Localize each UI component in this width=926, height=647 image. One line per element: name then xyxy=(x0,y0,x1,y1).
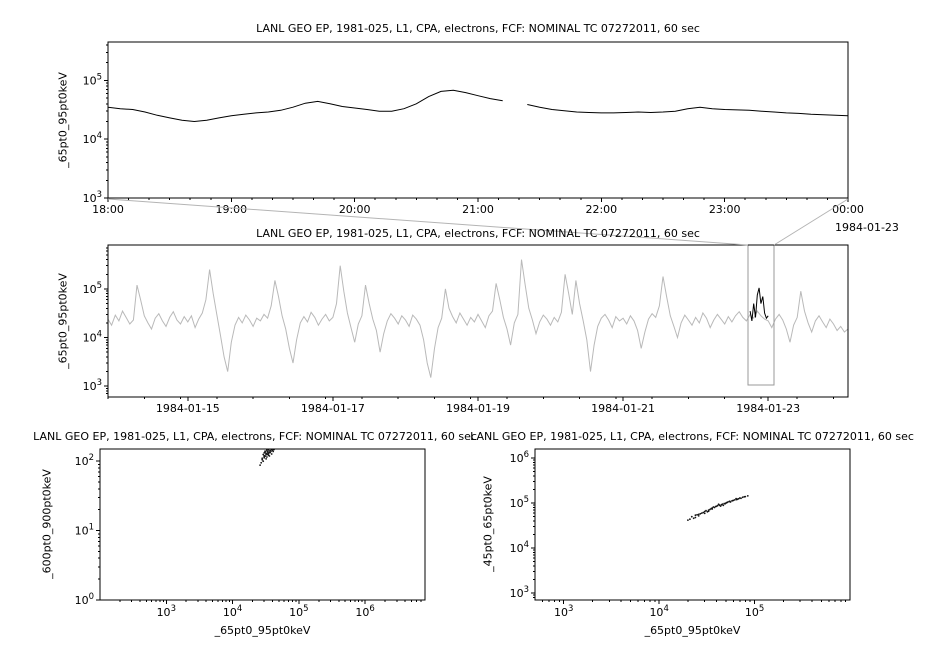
svg-text:102: 102 xyxy=(75,453,94,468)
scatter-right-panel: 103 104 105 106 103 104 105 xyxy=(510,448,851,619)
top-panel-ylabel: _65pt0_95pt0keV xyxy=(56,72,70,168)
svg-text:19:00: 19:00 xyxy=(215,203,247,216)
scatter-left-frame xyxy=(99,448,426,601)
svg-text:105: 105 xyxy=(289,604,308,619)
scatter-left-plot-area[interactable] xyxy=(100,449,425,600)
top-panel-date-label: 1984-01-23 xyxy=(835,221,899,234)
top-timeseries-plot-area[interactable] xyxy=(108,42,848,198)
top-timeseries-line-_65pt0_95pt0keV xyxy=(108,89,848,123)
svg-text:22:00: 22:00 xyxy=(585,203,617,216)
scatter-right-tick-labels: 103 104 105 106 103 104 105 xyxy=(510,450,765,619)
scatter-right-xlabel: _65pt0_95pt0keV xyxy=(644,624,741,637)
context-timeseries-frame xyxy=(107,244,849,398)
context-timeseries-tick-labels: 103 104 105 1984-01-15 1984-01-17 1984-01-19 1… xyxy=(83,281,801,415)
svg-text:104: 104 xyxy=(649,604,668,619)
svg-text:103: 103 xyxy=(554,604,573,619)
scatter-left-panel: 100 101 102 103 104 105 106 xyxy=(75,448,426,619)
context-timeseries-line-highlight-black xyxy=(749,287,769,321)
zoom-connector-lines xyxy=(107,198,849,246)
svg-text:103: 103 xyxy=(510,585,529,600)
svg-text:1984-01-19: 1984-01-19 xyxy=(446,402,510,415)
scatter-right-plot-area[interactable] xyxy=(535,449,850,600)
svg-text:103: 103 xyxy=(157,604,176,619)
scatter-left-tick-labels: 100 101 102 103 104 105 106 xyxy=(75,453,375,619)
scatter-left-title: LANL GEO EP, 1981-025, L1, CPA, electron… xyxy=(33,430,477,443)
svg-text:104: 104 xyxy=(83,131,102,146)
svg-text:105: 105 xyxy=(83,72,102,87)
context-timeseries-line-context-gray xyxy=(108,259,848,378)
scatter-left-series xyxy=(259,449,276,466)
top-timeseries-frame xyxy=(107,41,849,199)
svg-text:105: 105 xyxy=(83,281,102,296)
svg-text:103: 103 xyxy=(83,190,102,205)
svg-text:1984-01-21: 1984-01-21 xyxy=(591,402,655,415)
svg-text:1984-01-17: 1984-01-17 xyxy=(301,402,365,415)
scatter-left-xlabel: _65pt0_95pt0keV xyxy=(214,624,311,637)
scatter-right-title: LANL GEO EP, 1981-025, L1, CPA, electron… xyxy=(470,430,914,443)
svg-text:104: 104 xyxy=(83,330,102,345)
context-timeseries-panel: 103 104 105 1984-01-15 1984-01-17 1984-01-19 1… xyxy=(83,244,849,415)
svg-text:1984-01-15: 1984-01-15 xyxy=(156,402,220,415)
context-timeseries-plot-area[interactable] xyxy=(108,245,848,397)
svg-text:104: 104 xyxy=(510,540,529,555)
context-panel-title: LANL GEO EP, 1981-025, L1, CPA, electron… xyxy=(256,227,700,240)
svg-text:23:00: 23:00 xyxy=(709,203,741,216)
svg-text:1984-01-23: 1984-01-23 xyxy=(736,402,800,415)
top-timeseries-panel: 103 104 105 18:00 19:00 20:00 21:00 22:00 23:00 0… xyxy=(83,41,864,216)
svg-text:104: 104 xyxy=(223,604,242,619)
top-timeseries-tick-labels: 103 104 105 18:00 19:00 20:00 21:00 22:00 23:00 0… xyxy=(83,72,864,216)
scatter-right-frame xyxy=(534,448,851,601)
scatter-left-ylabel: _600pt0_900pt0keV xyxy=(40,469,54,579)
top-panel-title: LANL GEO EP, 1981-025, L1, CPA, electron… xyxy=(256,22,700,35)
context-timeseries-series xyxy=(108,259,848,378)
svg-text:00:00: 00:00 xyxy=(832,203,864,216)
svg-text:105: 105 xyxy=(510,495,529,510)
svg-text:103: 103 xyxy=(83,378,102,393)
svg-text:21:00: 21:00 xyxy=(462,203,494,216)
context-panel-ylabel: _65pt0_95pt0keV xyxy=(56,273,70,369)
top-timeseries-series xyxy=(108,89,848,123)
scatter-right-series xyxy=(687,495,749,521)
svg-text:18:00: 18:00 xyxy=(92,203,124,216)
svg-text:105: 105 xyxy=(745,604,764,619)
svg-text:101: 101 xyxy=(75,523,94,538)
scatter-right-ylabel: _45pt0_65pt0keV xyxy=(481,476,495,572)
svg-text:106: 106 xyxy=(510,450,529,465)
svg-text:100: 100 xyxy=(75,592,94,607)
svg-text:20:00: 20:00 xyxy=(339,203,371,216)
svg-text:106: 106 xyxy=(355,604,374,619)
